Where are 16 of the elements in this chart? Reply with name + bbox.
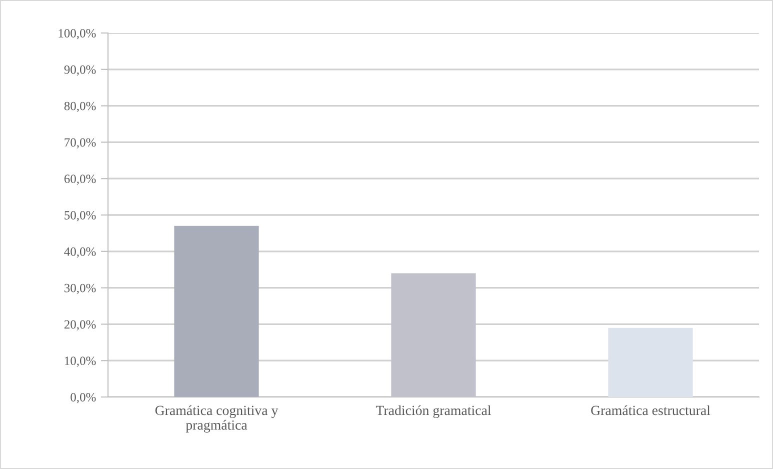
y-tick-label: 20,0% bbox=[64, 320, 96, 330]
y-tick-label: 90,0% bbox=[64, 65, 96, 76]
y-tick-label: 0,0% bbox=[70, 393, 96, 404]
y-tick-label: 100,0% bbox=[58, 29, 96, 40]
x-tick-label: Gramática cognitiva y pragmática bbox=[155, 405, 278, 433]
y-tick-label: 80,0% bbox=[64, 102, 96, 112]
y-tick-label: 10,0% bbox=[65, 356, 96, 367]
x-tick-label: Gramática estructural bbox=[591, 405, 710, 416]
y-tick-label: 60,0% bbox=[64, 174, 96, 185]
y-tick-label: 30,0% bbox=[64, 284, 96, 294]
bar bbox=[174, 226, 259, 397]
x-tick-label: Tradición gramatical bbox=[376, 405, 492, 418]
y-tick-label: 40,0% bbox=[64, 247, 96, 258]
y-tick-label: 50,0% bbox=[64, 211, 96, 222]
bar bbox=[608, 328, 693, 397]
y-tick-label: 70,0% bbox=[64, 138, 96, 148]
